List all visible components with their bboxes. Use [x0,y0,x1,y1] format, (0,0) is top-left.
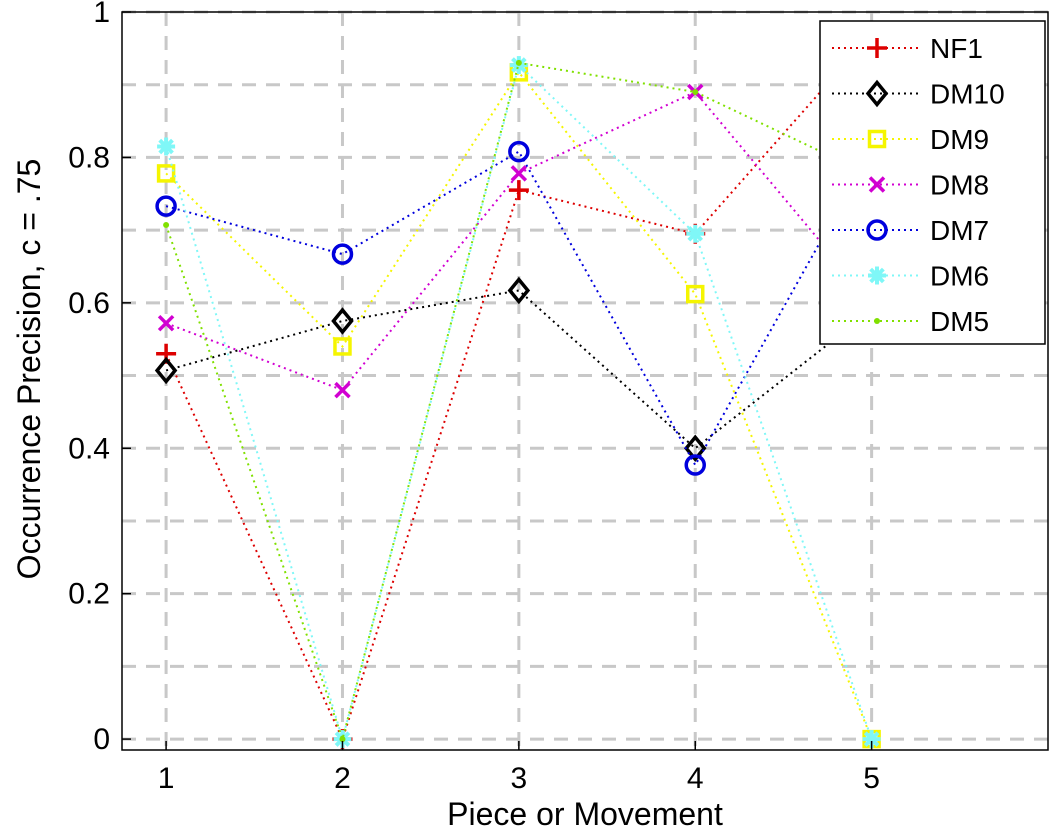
data-point [334,381,351,399]
data-point [157,314,175,332]
x-tick-label: 5 [863,762,880,795]
legend-marker [868,266,886,285]
series-line [165,289,873,450]
legend-label: DM7 [930,215,989,246]
x-axis-ticks: 1 2 3 4 5 [158,741,880,795]
data-point [683,434,707,463]
legend-label: DM10 [930,79,1005,110]
data-point [507,276,531,305]
data-point [333,337,352,356]
plot-frame [121,11,1049,751]
y-tick-label: 0 [93,723,110,756]
data-point [692,88,699,95]
legend-label: NF1 [930,33,983,64]
legend-marker [867,129,887,149]
y-tick-label: 1 [93,0,110,29]
data-point [163,222,170,229]
data-point [515,59,522,66]
legend-entry: DM6 [832,261,989,292]
data-point [154,356,178,385]
legend-marker [866,219,888,241]
data-point [331,243,354,265]
series-line [165,33,873,742]
y-tick-label: 0.8 [68,141,110,174]
data-point [685,284,705,304]
legend-label: DM5 [930,306,989,337]
data-point [339,736,346,743]
legend-label: DM9 [930,124,989,155]
data-point [155,195,177,217]
x-tick-label: 3 [511,762,528,795]
legend-marker [867,38,887,58]
y-tick-label: 0.6 [68,287,110,320]
legend-entry: DM7 [832,215,989,246]
legend-marker [868,176,886,193]
y-tick-label: 0.4 [68,432,110,465]
data-point [508,180,529,201]
data-point [331,307,354,335]
legend-marker [874,318,880,324]
legend-entry: DM5 [832,306,989,337]
legend-box [819,20,1046,345]
series-line [165,70,873,740]
data-point [510,165,528,182]
data-point [508,140,530,163]
data-point [157,137,176,156]
data-point [686,224,705,243]
x-tick-label: 2 [334,762,351,795]
legend-entry: NF1 [832,33,983,64]
legend-entry: DM8 [832,170,989,201]
x-tick-label: 1 [158,762,175,795]
legend: NF1 DM10 DM9 DM8 DM7 DM6 DM5 [819,20,1046,345]
y-tick-label: 0.2 [68,578,110,611]
x-tick-label: 4 [687,762,704,795]
y-axis-label: Occurrence Precision, c = .75 [11,159,47,580]
x-axis-label: Piece or Movement [447,796,723,832]
data-point [862,730,881,749]
legend-entry: DM10 [832,79,1005,110]
legend-entry: DM9 [832,124,989,155]
data-point [684,454,706,476]
y-axis-ticks: 0 0.2 0.4 0.6 0.8 1 [68,0,131,756]
legend-label: DM8 [930,170,989,201]
legend-label: DM6 [930,261,989,292]
legend-marker [865,79,889,108]
data-point [156,164,176,183]
series-line [165,149,873,468]
